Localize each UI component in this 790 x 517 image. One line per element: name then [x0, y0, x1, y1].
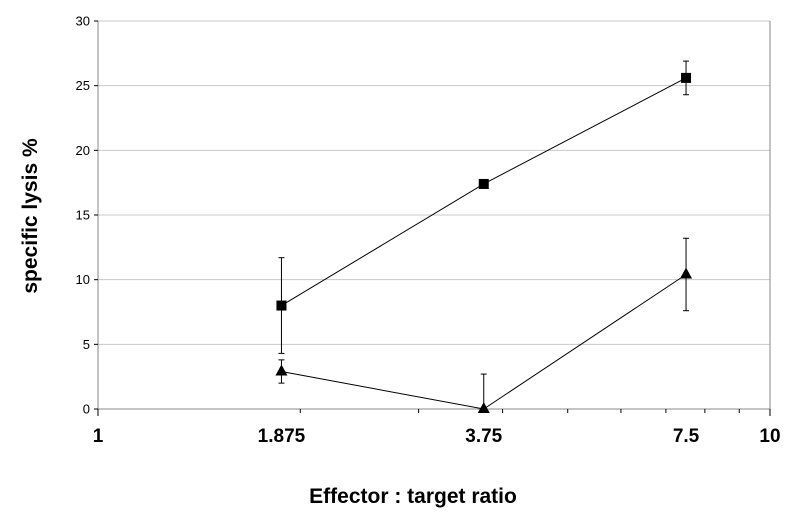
series-0-square	[276, 60, 692, 354]
series-1-point-2	[680, 267, 693, 279]
y-tick-label-30: 30	[76, 14, 90, 29]
plot-series	[275, 60, 693, 413]
x-tick-label-7.5: 7.5	[673, 426, 700, 447]
y-axis-label: specific lysis %	[19, 138, 42, 294]
series-1-point-0	[275, 364, 288, 376]
x-tick-label-1.875: 1.875	[258, 426, 306, 447]
x-tick-labels: 1 1.875 3.75 7.5 10	[93, 426, 781, 447]
y-tick-label-25: 25	[76, 78, 90, 93]
x-tick-label-1: 1	[93, 426, 104, 447]
y-tick-label-15: 15	[76, 208, 90, 223]
y-tick-labels: 0 5 10 15 20 25 30	[76, 14, 90, 417]
series-1-triangle	[275, 237, 693, 413]
y-tick-label-10: 10	[76, 272, 90, 287]
series-0-point-1	[478, 178, 489, 189]
x-tick-label-3.75: 3.75	[465, 426, 502, 447]
y-tick-label-20: 20	[76, 143, 90, 158]
x-axis-label: Effector : target ratio	[309, 485, 517, 508]
y-tick-label-5: 5	[83, 337, 90, 352]
series-1-point-1	[477, 402, 490, 413]
axes	[94, 20, 771, 416]
series-0-point-2	[681, 72, 692, 83]
x-tick-label-10: 10	[759, 426, 780, 447]
y-tick-label-0: 0	[83, 402, 90, 417]
series-0-point-0	[276, 300, 287, 311]
series-0-line	[281, 77, 687, 306]
gridlines	[98, 20, 770, 345]
